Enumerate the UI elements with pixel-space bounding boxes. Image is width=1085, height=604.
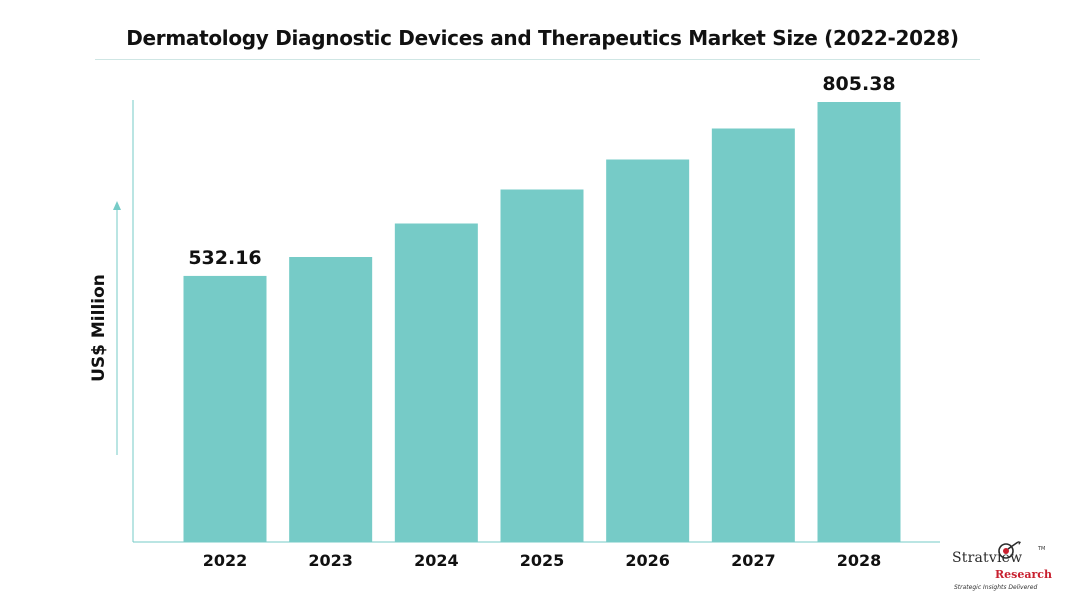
- target-logo-icon: [998, 541, 1021, 559]
- title-divider: [95, 59, 980, 60]
- data-label-2022: 532.16: [188, 247, 261, 269]
- bar-2026: [606, 159, 690, 542]
- y-axis-arrow-head: [113, 201, 121, 210]
- logo-research-text: Research: [995, 568, 1052, 581]
- bars-group: [183, 102, 901, 542]
- bar-2022: [183, 275, 267, 542]
- bar-2027: [711, 128, 795, 542]
- x-tick-label-2028: 2028: [837, 551, 882, 570]
- x-tick-label-2025: 2025: [520, 551, 565, 570]
- x-tick-label-2024: 2024: [414, 551, 459, 570]
- data-labels-group: 532.16 805.38: [188, 73, 895, 269]
- y-axis-label: US$ Million: [89, 274, 109, 382]
- x-tick-label-2023: 2023: [308, 551, 353, 570]
- bar-2028: [817, 102, 901, 542]
- bar-2024: [394, 223, 478, 542]
- x-tick-label-2022: 2022: [203, 551, 248, 570]
- logo-tagline: Strategic Insights Delivered: [954, 584, 1038, 591]
- data-label-2028: 805.38: [822, 73, 895, 95]
- chart-title: Dermatology Diagnostic Devices and Thera…: [126, 26, 959, 50]
- bar-2023: [289, 257, 373, 542]
- logo-trademark: TM: [1038, 546, 1046, 552]
- x-tick-label-2026: 2026: [625, 551, 670, 570]
- x-tick-label-2027: 2027: [731, 551, 776, 570]
- logo-brand-text: Stratview: [952, 550, 1023, 566]
- stratview-logo: Stratview TM Research Strategic Insights…: [952, 540, 1062, 596]
- x-tick-labels-group: 2022 2023 2024 2025 2026 2027 2028: [203, 551, 882, 570]
- bar-2025: [500, 189, 584, 542]
